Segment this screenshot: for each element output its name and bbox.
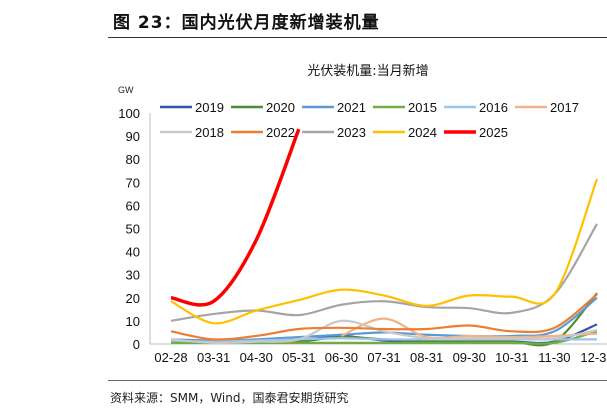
x-tick-label: 04-30 xyxy=(240,350,273,365)
x-tick-label: 08-31 xyxy=(410,350,443,365)
legend-label-2020: 2020 xyxy=(266,100,295,115)
legend-label-2017: 2017 xyxy=(550,100,579,115)
x-tick-label: 12-31 xyxy=(580,350,607,365)
legend-label-2018: 2018 xyxy=(195,125,224,140)
legend-label-2022: 2022 xyxy=(266,125,295,140)
figure-title: 图 23：国内光伏月度新增装机量 xyxy=(113,13,380,33)
x-tick-label: 07-31 xyxy=(367,350,400,365)
y-tick-label: 90 xyxy=(126,129,140,144)
x-tick-label: 10-31 xyxy=(495,350,528,365)
y-tick-label: 10 xyxy=(126,314,140,329)
x-tick-label: 02-28 xyxy=(154,350,187,365)
x-tick-label: 06-30 xyxy=(325,350,358,365)
legend-label-2016: 2016 xyxy=(479,100,508,115)
series-line-2025 xyxy=(170,128,301,307)
series-line-2022 xyxy=(170,293,598,341)
y-tick-label: 60 xyxy=(126,198,140,213)
x-tick-label: 05-31 xyxy=(282,350,315,365)
source-rule xyxy=(108,380,607,381)
series-line-2018 xyxy=(170,319,598,345)
legend-label-2019: 2019 xyxy=(195,100,224,115)
legend-label-2021: 2021 xyxy=(337,100,366,115)
legend-label-2024: 2024 xyxy=(408,125,437,140)
x-tick-label: 11-30 xyxy=(538,350,570,365)
y-tick-label: 70 xyxy=(126,175,140,190)
y-tick-label: 30 xyxy=(126,268,140,283)
x-tick-label: 03-31 xyxy=(197,350,230,365)
series-line-2017 xyxy=(340,317,598,340)
y-tick-label: 50 xyxy=(126,222,140,237)
y-tick-label: 20 xyxy=(126,291,140,306)
y-axis-unit: GW xyxy=(118,85,134,95)
y-tick-label: 0 xyxy=(133,337,140,352)
legend-label-2025: 2025 xyxy=(479,125,508,140)
y-tick-label: 80 xyxy=(126,152,140,167)
title-rule xyxy=(108,37,607,38)
series-line-2024 xyxy=(170,178,599,325)
chart-title: 光伏装机量:当月新增 xyxy=(307,63,428,79)
y-tick-label: 100 xyxy=(118,106,140,121)
legend-label-2023: 2023 xyxy=(337,125,366,140)
x-tick-label: 09-30 xyxy=(453,350,486,365)
source-note: 资料来源：SMM，Wind，国泰君安期货研究 xyxy=(110,391,349,405)
legend-label-2015: 2015 xyxy=(408,100,437,115)
y-tick-label: 40 xyxy=(126,245,140,260)
series-line-2023 xyxy=(170,223,598,322)
